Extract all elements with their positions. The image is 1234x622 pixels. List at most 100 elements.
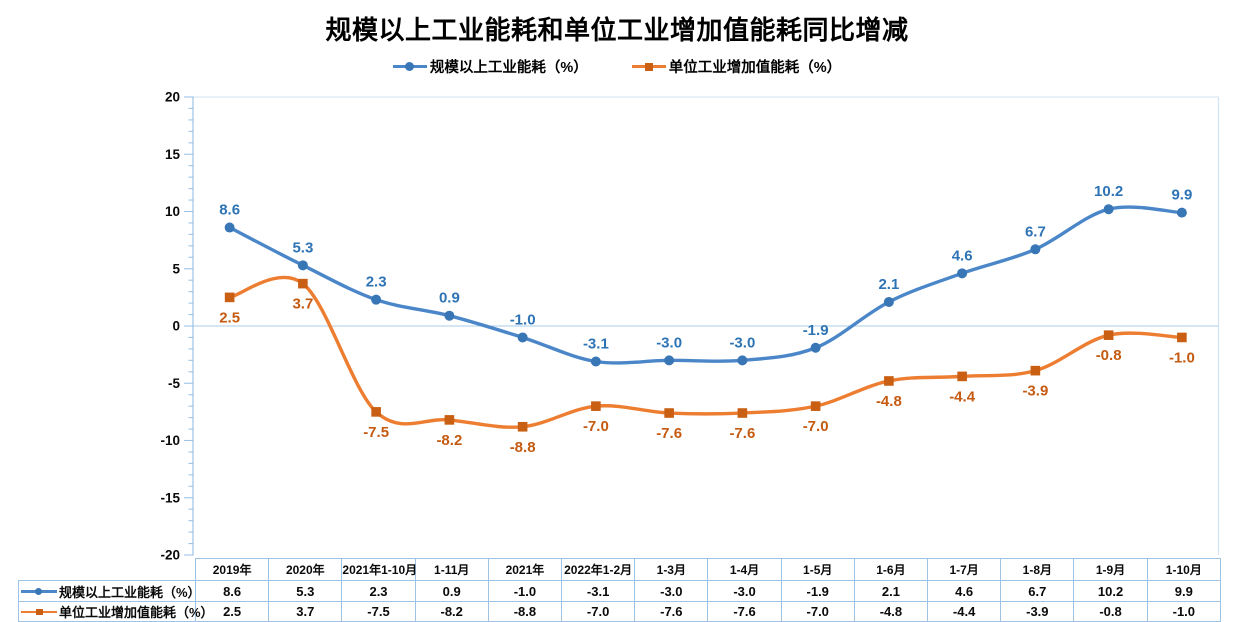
y-axis-tick-label: -5 xyxy=(168,376,180,391)
y-axis-tick-label: 5 xyxy=(172,261,180,276)
chart-data-table: 2019年 2020年 2021年1-10月 1-11月 2021年 2022年1-2月 1… xyxy=(18,558,1222,622)
category-header-cell: 1-6月 xyxy=(853,558,929,581)
value-cell: 5.3 xyxy=(268,580,343,602)
value-cell: 2.1 xyxy=(853,580,929,602)
value-cell: 2.5 xyxy=(194,601,270,622)
category-header-cell: 1-10月 xyxy=(1146,558,1222,581)
y-axis-tick-label: 15 xyxy=(165,147,181,162)
data-point-circle xyxy=(224,222,235,233)
table-header-row: 2019年 2020年 2021年1-10月 1-11月 2021年 2022年1-2月 1… xyxy=(19,558,1222,581)
value-cell: 10.2 xyxy=(1073,580,1148,602)
data-label: -1.0 xyxy=(1169,349,1195,366)
legend-item-energy-per-added-value: 单位工业增加值能耗（%） xyxy=(631,56,841,77)
y-axis-tick-label: -15 xyxy=(160,490,180,505)
value-cell: -7.6 xyxy=(634,601,709,622)
data-point-square xyxy=(810,401,821,411)
data-label: 2.1 xyxy=(878,276,899,293)
data-label: -7.6 xyxy=(656,425,682,442)
value-cell: 6.7 xyxy=(1000,580,1075,602)
y-axis-tick-label: 20 xyxy=(165,90,180,105)
value-cell: 0.9 xyxy=(414,580,489,602)
value-cell: 8.6 xyxy=(194,580,270,602)
data-point-circle xyxy=(297,260,308,271)
data-label: -7.6 xyxy=(729,425,755,442)
data-point-circle xyxy=(371,294,382,305)
value-cell: 3.7 xyxy=(268,601,343,622)
data-point-square xyxy=(298,278,308,289)
category-header-cell: 1-4月 xyxy=(707,558,782,581)
data-point-square xyxy=(371,407,381,417)
mini-line-square-marker xyxy=(21,607,59,617)
data-label: -1.9 xyxy=(803,322,829,339)
data-label: -4.4 xyxy=(949,388,976,405)
legend-item-industrial-energy: 规模以上工业能耗（%） xyxy=(392,56,588,77)
value-cell: -3.0 xyxy=(707,580,782,602)
data-label: -0.8 xyxy=(1096,347,1122,364)
data-point-circle xyxy=(1030,244,1041,255)
data-label: -7.5 xyxy=(363,424,389,441)
series-row-label: 规模以上工业能耗（%） xyxy=(18,580,201,602)
data-label: 0.9 xyxy=(439,290,460,307)
legend-line-square-marker xyxy=(631,61,666,72)
series-line-2 xyxy=(227,275,1184,429)
data-label: 6.7 xyxy=(1025,223,1046,240)
data-label: 3.7 xyxy=(292,296,313,313)
data-label: -8.2 xyxy=(436,432,462,449)
value-cell: -1.0 xyxy=(1146,601,1222,622)
table-corner-cell xyxy=(19,559,196,581)
value-cell: -4.4 xyxy=(927,601,1002,622)
y-axis-tick-label: -10 xyxy=(160,433,180,448)
value-cell: -7.0 xyxy=(561,601,636,622)
value-cell: 4.6 xyxy=(927,580,1002,602)
data-point-circle xyxy=(1103,204,1114,215)
data-label: 10.2 xyxy=(1094,183,1123,200)
category-header-cell: 1-7月 xyxy=(927,558,1002,581)
data-label: 8.6 xyxy=(219,202,240,219)
data-point-circle xyxy=(664,355,675,366)
value-cell: 9.9 xyxy=(1146,580,1222,602)
value-cell: -3.9 xyxy=(1000,601,1075,622)
value-cell: -1.9 xyxy=(780,580,855,602)
value-cell: -3.1 xyxy=(561,580,636,602)
value-cell: -1.0 xyxy=(487,580,563,602)
value-cell: -4.8 xyxy=(853,601,929,622)
category-header-cell: 2022年1-2月 xyxy=(561,558,636,581)
data-point-square xyxy=(1103,330,1114,340)
value-cell: -0.8 xyxy=(1073,601,1148,622)
mini-line-circle-marker xyxy=(21,586,59,596)
series-name-text: 单位工业增加值能耗（%） xyxy=(59,605,214,620)
data-label: -8.8 xyxy=(510,439,536,456)
data-label: -7.0 xyxy=(803,418,829,435)
data-point-square xyxy=(444,415,455,425)
data-point-circle xyxy=(517,332,528,343)
data-point-circle xyxy=(883,296,894,307)
data-point-square xyxy=(737,408,748,418)
value-cell: -8.8 xyxy=(487,601,563,622)
data-point-square xyxy=(1177,332,1187,343)
data-point-circle xyxy=(810,342,821,353)
data-label: 5.3 xyxy=(292,239,313,256)
data-label: -3.9 xyxy=(1022,383,1048,400)
category-header-cell: 1-3月 xyxy=(634,558,709,581)
legend-label: 规模以上工业能耗（%） xyxy=(429,60,588,76)
data-point-square xyxy=(224,292,235,303)
category-header-cell: 1-11月 xyxy=(414,558,489,581)
y-axis-tick-label: 0 xyxy=(172,319,180,334)
data-point-square xyxy=(957,371,967,382)
value-cell: -8.2 xyxy=(414,601,489,622)
data-label: -3.1 xyxy=(583,335,609,352)
y-axis-tick-label: -20 xyxy=(160,548,180,563)
data-point-circle xyxy=(444,310,455,321)
value-cell: -7.6 xyxy=(707,601,782,622)
data-label: -1.0 xyxy=(510,311,536,328)
data-point-square xyxy=(517,421,528,432)
data-point-square xyxy=(664,408,674,418)
data-label: -3.0 xyxy=(729,334,755,351)
data-label: 2.3 xyxy=(366,274,387,291)
data-label: -4.8 xyxy=(876,393,902,410)
data-point-square xyxy=(1030,365,1041,376)
data-point-circle xyxy=(590,356,601,367)
value-cell: -3.0 xyxy=(634,580,709,602)
